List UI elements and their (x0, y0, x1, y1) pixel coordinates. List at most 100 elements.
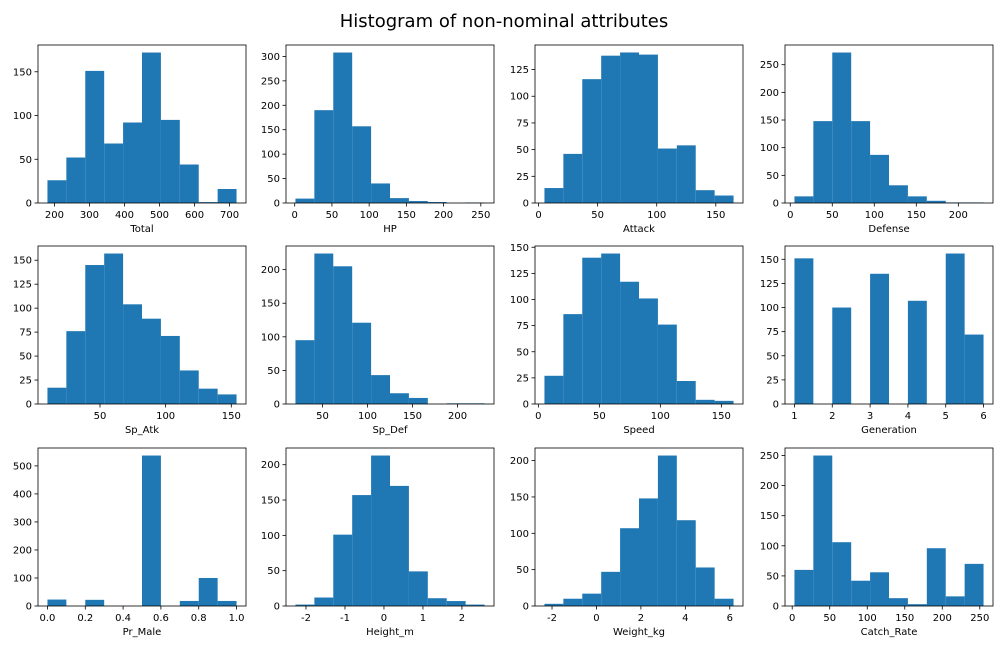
x-tick-label: 200 (45, 210, 64, 221)
bar (813, 456, 832, 606)
bar (314, 254, 333, 404)
x-tick-label: 1.0 (229, 613, 245, 624)
x-tick-label: 50 (326, 210, 339, 221)
x-tick-label: 100 (360, 210, 379, 221)
y-tick-label: 100 (13, 304, 32, 315)
y-tick-label: 150 (760, 255, 779, 266)
bar (142, 53, 161, 203)
x-axis-label: Pr_Male (123, 627, 162, 638)
bar (927, 548, 946, 606)
bar (908, 196, 927, 203)
y-tick-label: 150 (760, 511, 779, 522)
y-tick-label: 50 (267, 174, 280, 185)
y-tick-label: 75 (19, 328, 32, 339)
y-tick-label: 50 (516, 347, 529, 358)
bar (563, 314, 582, 404)
bar (870, 572, 889, 606)
y-tick-label: 250 (760, 451, 779, 462)
x-tick-label: 200 (949, 210, 968, 221)
bar (47, 388, 66, 404)
x-tick-label: 0 (292, 210, 298, 221)
y-tick-label: 250 (261, 76, 280, 87)
y-tick-label: 50 (516, 145, 529, 156)
bar (677, 520, 696, 606)
y-tick-label: 75 (766, 327, 779, 338)
bar (161, 120, 180, 203)
y-tick-label: 300 (13, 517, 32, 528)
y-tick-label: 75 (516, 118, 529, 129)
x-tick-label: 150 (895, 613, 914, 624)
x-tick-label: 100 (647, 210, 666, 221)
bar (639, 498, 658, 606)
y-tick-label: 150 (13, 67, 32, 78)
y-tick-label: 100 (760, 541, 779, 552)
bar (965, 335, 984, 404)
x-tick-label: 0.2 (77, 613, 93, 624)
x-tick-label: 150 (222, 411, 241, 422)
y-tick-label: 100 (261, 150, 280, 161)
y-tick-label: 50 (516, 565, 529, 576)
x-axis-label: Total (129, 224, 153, 235)
x-axis-label: Sp_Def (372, 425, 408, 436)
x-tick-label: 50 (316, 411, 329, 422)
bar (965, 564, 984, 606)
x-tick-label: -2 (301, 613, 311, 624)
y-tick-label: 125 (13, 280, 32, 291)
bar (218, 189, 237, 203)
bar (870, 274, 889, 404)
x-tick-label: 0 (593, 613, 599, 624)
bar (85, 600, 104, 606)
x-tick-label: 250 (970, 613, 989, 624)
x-tick-label: 2 (459, 613, 465, 624)
y-tick-label: 100 (510, 92, 529, 103)
y-tick-label: 0 (523, 400, 529, 411)
y-tick-label: 0 (523, 602, 529, 613)
bar (180, 370, 199, 404)
bar (696, 567, 715, 606)
bar (142, 456, 161, 606)
y-tick-label: 500 (13, 461, 32, 472)
bar (563, 599, 582, 606)
y-tick-label: 150 (261, 496, 280, 507)
bar (47, 600, 66, 606)
y-tick-label: 125 (760, 279, 779, 290)
x-tick-label: 50 (826, 210, 839, 221)
x-tick-label: 150 (712, 411, 731, 422)
bar (696, 190, 715, 203)
y-tick-label: 200 (510, 456, 529, 467)
y-tick-label: 150 (760, 116, 779, 127)
bar (123, 123, 142, 203)
bar (333, 266, 352, 404)
bar (946, 254, 965, 404)
x-tick-label: 150 (907, 210, 926, 221)
x-tick-label: 50 (823, 613, 836, 624)
y-tick-label: 25 (19, 376, 32, 387)
x-tick-label: 700 (220, 210, 239, 221)
y-tick-label: 200 (261, 265, 280, 276)
x-tick-label: 500 (150, 210, 169, 221)
bar (352, 323, 371, 404)
y-tick-label: 125 (510, 65, 529, 76)
y-tick-label: 50 (766, 571, 779, 582)
y-tick-label: 0 (26, 602, 32, 613)
x-axis-label: Speed (623, 425, 654, 436)
x-tick-label: 5 (943, 411, 949, 422)
y-tick-label: 200 (13, 545, 32, 556)
y-tick-label: 50 (267, 366, 280, 377)
bar (371, 375, 390, 404)
bar (794, 570, 813, 606)
bar (544, 188, 563, 203)
x-tick-label: 6 (980, 411, 986, 422)
y-tick-label: 100 (510, 295, 529, 306)
bar (333, 53, 352, 203)
x-tick-label: 400 (115, 210, 134, 221)
bar (390, 486, 409, 606)
x-tick-label: 0.6 (153, 613, 169, 624)
y-tick-label: 50 (766, 171, 779, 182)
x-axis-label: Generation (861, 425, 917, 436)
y-tick-label: 400 (13, 489, 32, 500)
x-axis-label: Attack (623, 224, 655, 235)
bar (409, 398, 428, 404)
y-tick-label: 0 (773, 602, 779, 613)
x-tick-label: 0 (535, 210, 541, 221)
